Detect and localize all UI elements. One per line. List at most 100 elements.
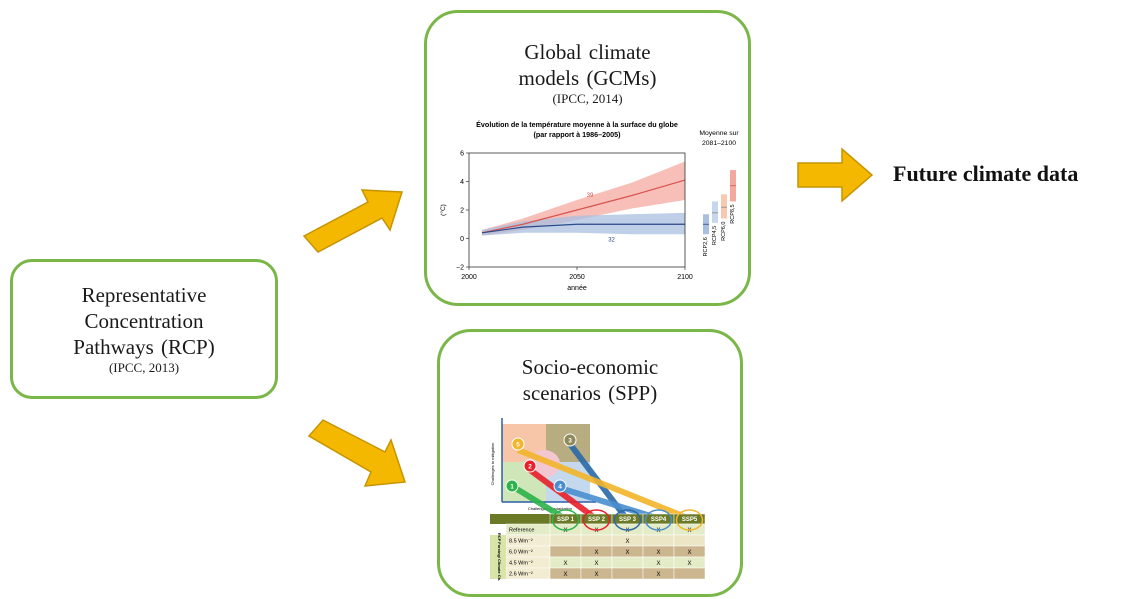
rcp-title-line-3: Pathways (RCP)	[73, 335, 215, 359]
matrix-cell-mark: X	[687, 550, 691, 556]
ssp-title-line-1: Socio-economic	[521, 355, 659, 379]
y-tick-label: 6	[460, 151, 464, 158]
matrix-column-label: SSP 1	[557, 517, 575, 523]
y-tick-label: 4	[460, 179, 464, 186]
matrix-cell-mark: X	[625, 528, 629, 534]
ssp-node	[505, 479, 519, 493]
rcp-title-line-2: Concentration	[84, 309, 204, 333]
matrix-side-label: RCP Forcing/ Climate Ch.	[497, 533, 502, 581]
side-bar-label: RCP6,0	[721, 222, 727, 241]
ssp-arrow	[510, 483, 566, 521]
ssp-box: Socio-economic scenarios (SPP) Challenge…	[437, 329, 743, 597]
side-bar-RCP6,0	[721, 194, 727, 219]
matrix-cell	[580, 534, 613, 547]
matrix-cell-mark: X	[594, 561, 598, 567]
series-band-RCP8,5	[481, 161, 685, 236]
series-count-label: 39	[587, 193, 594, 199]
matrix-cell	[673, 567, 706, 580]
matrix-cell-mark: X	[594, 528, 598, 534]
matrix-side-band	[490, 535, 506, 579]
column-highlight-ring	[582, 509, 611, 531]
matrix-column-label: SSP4	[651, 517, 667, 523]
side-bar-RCP4,5	[712, 201, 718, 223]
matrix-row-label: Reference	[509, 528, 534, 534]
matrix-cell-mark: X	[656, 572, 660, 578]
rcp-title-line-1: Representative	[81, 283, 207, 307]
matrix-cell	[673, 534, 706, 547]
ssp-arrow	[516, 447, 690, 521]
column-highlight-ring	[551, 509, 580, 531]
matrix-cell-mark: X	[625, 550, 629, 556]
y-axis-label: (°C)	[439, 204, 447, 216]
matrix-column-label: SSP5	[682, 517, 698, 523]
matrix-cell	[642, 534, 675, 547]
x-axis-label: année	[567, 285, 587, 292]
matrix-row-label: 2.6 Wm⁻²	[509, 572, 533, 578]
side-panel-title: Moyenne sur	[699, 130, 739, 137]
ssp-node	[511, 437, 525, 451]
arrow-to-ssp-icon	[307, 419, 407, 487]
matrix-cell-mark: X	[687, 528, 691, 534]
ssp-node-label: 2	[528, 464, 532, 471]
side-panel-title: 2081–2100	[702, 140, 736, 147]
ssp-node	[553, 479, 567, 493]
x-tick-label: 2050	[569, 274, 585, 281]
y-tick-label: 2	[460, 208, 464, 215]
ssp-node-label: 4	[558, 484, 562, 491]
ssp-axis-y-label: Challenges to mitigation	[490, 443, 495, 486]
ssp-arrow	[528, 467, 597, 521]
matrix-cell-mark: X	[625, 539, 629, 545]
side-bar-label: RCP2,6	[703, 237, 709, 256]
ssp-node-label: 5	[516, 442, 520, 449]
rcp-citation: (IPCC, 2013)	[108, 360, 180, 375]
column-highlight-ring	[644, 509, 673, 531]
matrix-cell-mark: X	[563, 528, 567, 534]
series-line-RCP8,5	[481, 179, 686, 234]
matrix-cell	[549, 534, 582, 547]
column-highlight-ring	[613, 509, 642, 531]
matrix-cell-mark: X	[563, 561, 567, 567]
matrix-corner	[490, 514, 550, 524]
gcm-box: Global climate models (GCMs) (IPCC, 2014…	[424, 10, 751, 306]
chart-title: Évolution de la température moyenne à la…	[476, 120, 678, 129]
matrix-cell-mark: X	[594, 572, 598, 578]
gcm-title-line-1: Global climate	[524, 40, 651, 64]
matrix-row-label: 4.5 Wm⁻²	[509, 561, 533, 567]
matrix-cell-mark: X	[594, 550, 598, 556]
ssp-header: Socio-economic scenarios (SPP)	[440, 354, 740, 406]
temperature-chart: Évolution de la température moyenne à la…	[439, 120, 739, 292]
series-line-RCP2,6	[481, 223, 685, 234]
future-climate-data-label: Future climate data	[893, 161, 1079, 186]
matrix-cell-mark: X	[687, 561, 691, 567]
y-tick-label: 0	[460, 236, 464, 243]
y-tick-label: −2	[456, 265, 464, 272]
matrix-row-label: 6.0 Wm⁻²	[509, 550, 533, 556]
matrix-column-label: SSP 3	[619, 517, 637, 523]
matrix-cell	[549, 545, 582, 558]
matrix-cell-mark: X	[656, 528, 660, 534]
matrix-cell-mark: X	[563, 572, 567, 578]
ssp-node	[523, 459, 537, 473]
matrix-cell-mark: X	[656, 550, 660, 556]
x-tick-label: 2000	[461, 274, 477, 281]
gcm-citation: (IPCC, 2014)	[552, 91, 623, 106]
chart-subtitle: (par rapport à 1986–2005)	[533, 130, 621, 139]
arrow-to-gcm-icon	[302, 189, 404, 253]
matrix-cell	[611, 567, 644, 580]
ssp-arrow	[559, 485, 658, 521]
column-highlight-ring	[675, 509, 704, 531]
matrix-column-label: SSP 2	[588, 517, 606, 523]
ssp-node-label: 3	[568, 438, 572, 445]
rcp-box: Representative Concentration Pathways (R…	[10, 259, 278, 399]
side-bar-label: RCP4,5	[712, 226, 718, 245]
series-count-label: 32	[608, 237, 615, 243]
arrow-to-output-icon	[797, 147, 874, 203]
gcm-title-line-2: models (GCMs)	[518, 66, 657, 90]
ssp-node	[563, 433, 577, 447]
ssp-node-label: 1	[510, 484, 514, 491]
ssp-title-line-2: scenarios (SPP)	[522, 381, 658, 405]
matrix-cell-mark: X	[656, 561, 660, 567]
x-tick-label: 2100	[677, 274, 693, 281]
gcm-header: Global climate models (GCMs) (IPCC, 2014…	[427, 39, 748, 107]
